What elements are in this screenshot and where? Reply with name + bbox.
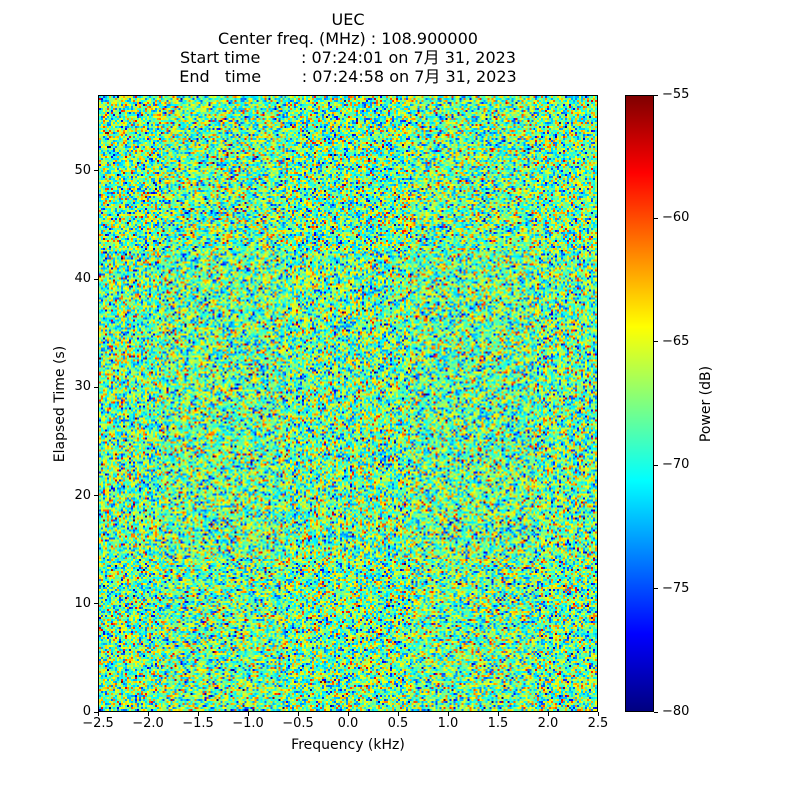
- x-tick-label: −0.5: [282, 716, 314, 731]
- x-tick-label: −1.5: [182, 716, 214, 731]
- x-tick-label: −1.0: [232, 716, 264, 731]
- x-tick-mark: [297, 712, 299, 716]
- y-axis-label: Elapsed Time (s): [52, 345, 68, 462]
- x-axis-label: Frequency (kHz): [291, 737, 405, 753]
- x-tick-mark: [347, 712, 349, 716]
- y-tick-mark: [94, 495, 98, 496]
- x-tick-label: 0.0: [337, 716, 359, 731]
- x-tick-mark: [97, 712, 99, 716]
- y-axis-label-wrap: Elapsed Time (s): [46, 95, 74, 712]
- x-tick-label: 2.5: [587, 716, 609, 731]
- colorbar-tick-label: −60: [662, 210, 690, 226]
- x-tick-mark: [397, 712, 399, 716]
- colorbar-tick-label: −75: [662, 580, 690, 596]
- y-tick-label: 30: [74, 379, 91, 395]
- x-tick-mark: [497, 712, 499, 716]
- x-tick-label: −2.0: [132, 716, 164, 731]
- spectrogram-plot: [98, 95, 598, 712]
- x-tick-mark: [597, 712, 599, 716]
- colorbar-tick-mark: [654, 217, 658, 219]
- colorbar-tick-mark: [654, 341, 658, 343]
- x-tick-label: 0.5: [387, 716, 409, 731]
- y-tick-mark: [94, 386, 98, 388]
- y-tick-label: 0: [82, 704, 91, 719]
- spectrogram-canvas: [99, 96, 597, 711]
- colorbar-tick-label: −80: [662, 704, 690, 719]
- x-tick-mark: [447, 712, 449, 716]
- y-tick-label: 50: [74, 162, 91, 178]
- y-tick-mark: [94, 170, 98, 172]
- colorbar-tick-mark: [654, 94, 658, 96]
- y-tick-label: 10: [74, 595, 91, 611]
- title-end-time: End time : 07:24:58 on 7月 31, 2023: [179, 67, 517, 86]
- title-center-freq: Center freq. (MHz) : 108.900000: [218, 29, 478, 48]
- title-start-time: Start time : 07:24:01 on 7月 31, 2023: [180, 48, 516, 67]
- colorbar-tick-mark: [654, 464, 658, 466]
- y-tick-mark: [94, 278, 98, 280]
- colorbar-label-wrap: Power (dB): [692, 95, 720, 712]
- x-tick-label: 2.0: [537, 716, 559, 731]
- y-tick-label: 20: [74, 487, 91, 503]
- x-tick-mark: [247, 712, 249, 716]
- y-tick-label: 40: [74, 271, 91, 287]
- y-tick-mark: [94, 603, 98, 605]
- colorbar-tick-label: −70: [662, 457, 690, 473]
- y-tick-mark: [94, 711, 98, 713]
- x-tick-mark: [147, 712, 149, 716]
- x-tick-mark: [197, 712, 199, 716]
- x-tick-label: −2.5: [82, 716, 114, 731]
- x-tick-label: 1.0: [437, 716, 459, 731]
- chart-title-block: UEC Center freq. (MHz) : 108.900000 Star…: [98, 10, 598, 86]
- colorbar-label: Power (dB): [698, 365, 715, 442]
- colorbar-tick-label: −65: [662, 333, 690, 349]
- x-tick-label: 1.5: [487, 716, 509, 731]
- x-tick-mark: [547, 712, 549, 716]
- colorbar-tick-mark: [654, 711, 658, 713]
- colorbar: [625, 95, 654, 712]
- colorbar-tick-mark: [654, 588, 658, 590]
- chart-title: UEC: [331, 10, 365, 29]
- colorbar-tick-label: −55: [662, 87, 690, 102]
